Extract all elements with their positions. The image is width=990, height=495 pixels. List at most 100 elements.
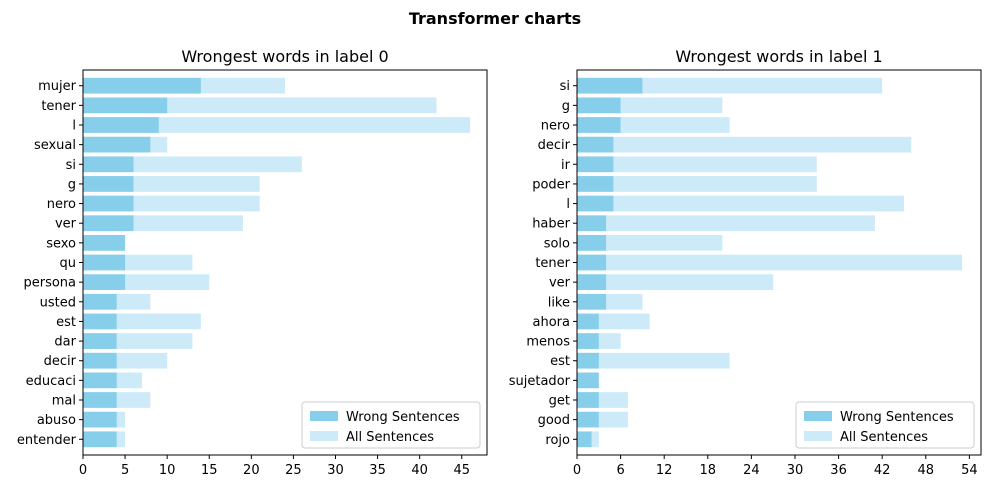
bar-all-sentences-l <box>577 195 904 212</box>
bar-wrong-sentences-persona <box>83 274 126 290</box>
bar-wrong-sentences-sexo <box>83 235 126 251</box>
y-tick-label: abuso <box>37 413 76 428</box>
bar-wrong-sentences-ver <box>83 215 134 232</box>
chart-panel-label-0: Wrongest words in label 0 mujer tener l sexu… <box>17 47 488 478</box>
bar-wrong-sentences-decir <box>83 352 117 369</box>
bar-wrong-sentences-poder <box>577 176 614 192</box>
y-tick-label: qu <box>60 256 77 271</box>
y-tick-label: usted <box>40 295 76 310</box>
bar-wrong-sentences-ahora <box>577 313 599 330</box>
y-tick-label: sexual <box>34 138 76 153</box>
y-tick-label: good <box>538 413 570 428</box>
bar-all-sentences-ver <box>577 274 774 290</box>
bar-all-sentences-ir <box>577 156 817 173</box>
y-tick-label: like <box>548 295 570 310</box>
bar-all-sentences-est <box>577 352 730 369</box>
bar-all-sentences-poder <box>577 176 817 192</box>
y-tick-label: g <box>68 177 76 192</box>
x-tick-label: 40 <box>411 463 428 478</box>
legend-box <box>301 401 481 449</box>
bar-wrong-sentences-si <box>83 156 134 173</box>
bar-wrong-sentences-usted <box>83 293 117 310</box>
x-tick-label: 12 <box>656 463 673 478</box>
bar-all-sentences-decir <box>577 136 912 153</box>
x-tick-label: 0 <box>79 463 87 478</box>
x-tick-label: 15 <box>201 463 218 478</box>
x-tick-label: 42 <box>874 463 891 478</box>
chart-panel-label-1: Wrongest words in label 1 si g nero decir ir p… <box>509 47 982 478</box>
x-tick-label: 10 <box>159 463 176 478</box>
y-tick-label: ir <box>561 158 571 173</box>
legend-label: All Sentences <box>840 430 928 445</box>
legend-swatch <box>310 431 338 441</box>
bar-wrong-sentences-mal <box>83 392 117 408</box>
bar-wrong-sentences-educaci <box>83 372 117 389</box>
x-tick-label: 24 <box>743 463 760 478</box>
y-tick-label: decir <box>44 354 77 369</box>
bar-wrong-sentences-est <box>83 313 117 330</box>
bar-wrong-sentences-menos <box>577 333 599 349</box>
x-tick-label: 35 <box>369 463 386 478</box>
bar-wrong-sentences-si <box>577 77 643 94</box>
y-tick-label: ver <box>55 217 77 232</box>
y-tick-label: rojo <box>545 433 570 448</box>
y-tick-label: si <box>66 158 76 173</box>
legend-label: Wrong Sentences <box>840 410 954 425</box>
bar-all-sentences-si <box>83 156 302 173</box>
legend-swatch <box>804 411 832 421</box>
y-tick-label: nero <box>541 119 570 134</box>
y-tick-label: haber <box>532 217 570 232</box>
bar-wrong-sentences-dar <box>83 333 117 349</box>
bar-wrong-sentences-qu <box>83 254 126 271</box>
x-tick-label: 5 <box>121 463 129 478</box>
bar-all-sentences-solo <box>577 235 723 251</box>
bar-wrong-sentences-tener <box>577 254 607 271</box>
legend: Wrong Sentences All Sentences <box>301 401 481 449</box>
y-tick-label: menos <box>526 335 570 350</box>
y-tick-label: l <box>566 197 570 212</box>
bar-all-sentences-tener <box>83 97 437 114</box>
x-tick-label: 45 <box>453 463 470 478</box>
legend-swatch <box>310 411 338 421</box>
bar-wrong-sentences-decir <box>577 136 614 153</box>
bar-wrong-sentences-sexual <box>83 136 151 153</box>
bar-wrong-sentences-nero <box>83 195 134 212</box>
x-tick-label: 6 <box>616 463 624 478</box>
y-tick-label: g <box>562 99 570 114</box>
bar-wrong-sentences-ver <box>577 274 607 290</box>
bar-wrong-sentences-ir <box>577 156 614 173</box>
figure-suptitle: Transformer charts <box>409 9 581 28</box>
bar-all-sentences-l <box>83 117 471 133</box>
y-tick-label: ver <box>549 276 571 291</box>
y-tick-label: poder <box>532 177 570 192</box>
bar-wrong-sentences-haber <box>577 215 607 232</box>
bar-all-sentences-tener <box>577 254 963 271</box>
legend-label: All Sentences <box>346 430 434 445</box>
x-tick-label: 30 <box>327 463 344 478</box>
bar-wrong-sentences-like <box>577 293 607 310</box>
x-tick-label: 30 <box>787 463 804 478</box>
bar-wrong-sentences-solo <box>577 235 607 251</box>
x-tick-label: 36 <box>830 463 847 478</box>
legend-label: Wrong Sentences <box>346 410 460 425</box>
x-tick-label: 20 <box>243 463 260 478</box>
bar-wrong-sentences-mujer <box>83 77 201 94</box>
bar-wrong-sentences-get <box>577 392 599 408</box>
chart-title: Wrongest words in label 0 <box>181 47 388 66</box>
bar-wrong-sentences-good <box>577 411 599 428</box>
bar-wrong-sentences-nero <box>577 117 621 133</box>
x-tick-label: 48 <box>918 463 935 478</box>
y-tick-label: l <box>72 119 76 134</box>
y-tick-label: sujetador <box>509 374 571 389</box>
bar-wrong-sentences-l <box>83 117 159 133</box>
bar-wrong-sentences-l <box>577 195 614 212</box>
bar-wrong-sentences-entender <box>83 431 117 448</box>
bar-wrong-sentences-sujetador <box>577 372 599 389</box>
legend: Wrong Sentences All Sentences <box>795 401 975 449</box>
y-tick-label: nero <box>47 197 76 212</box>
y-tick-label: est <box>56 315 76 330</box>
y-tick-label: mujer <box>38 79 77 94</box>
y-tick-label: mal <box>52 394 76 409</box>
y-tick-label: persona <box>23 276 76 291</box>
legend-swatch <box>804 431 832 441</box>
